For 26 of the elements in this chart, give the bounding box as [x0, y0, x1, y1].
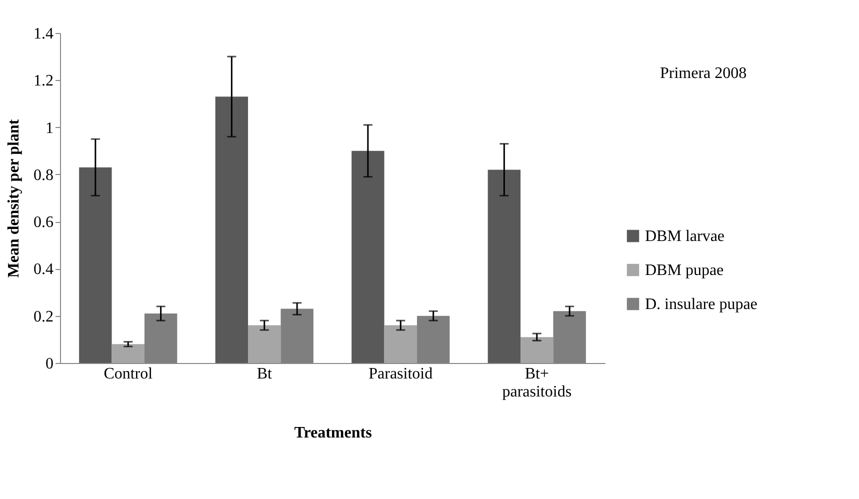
- y-axis-title: Mean density per plant: [6, 118, 22, 278]
- legend-label: DBM larvae: [645, 228, 725, 245]
- y-tick-label: 0.4: [34, 261, 54, 278]
- y-tick-label: 1.4: [34, 26, 54, 42]
- bar: [112, 344, 144, 363]
- y-tick-label: 1.2: [34, 72, 54, 90]
- y-tick-label: 1: [46, 120, 54, 137]
- x-tick-label: Parasitoid: [368, 366, 433, 382]
- bar: [352, 150, 384, 363]
- bar: [520, 337, 554, 363]
- text: Primera 2008: [660, 65, 747, 82]
- legend-label: D. insulare pupae: [645, 296, 758, 313]
- y-tick-label: 0.2: [34, 308, 54, 326]
- bar: [488, 170, 521, 363]
- x-tick-label: Control: [104, 366, 154, 382]
- x-axis-title: Treatments: [294, 424, 372, 442]
- legend-label: DBM pupae: [645, 262, 724, 279]
- bar: [79, 167, 112, 363]
- bar: [384, 325, 417, 363]
- y-tick-label: 0: [46, 356, 54, 372]
- x-tick-label: Bt: [256, 366, 272, 382]
- bar: [215, 96, 248, 363]
- x-tick-label: Bt+ parasitoids: [502, 366, 572, 400]
- y-tick-label: 0.6: [34, 214, 54, 232]
- y-tick-label: 0.8: [34, 166, 54, 184]
- bar: [248, 325, 281, 363]
